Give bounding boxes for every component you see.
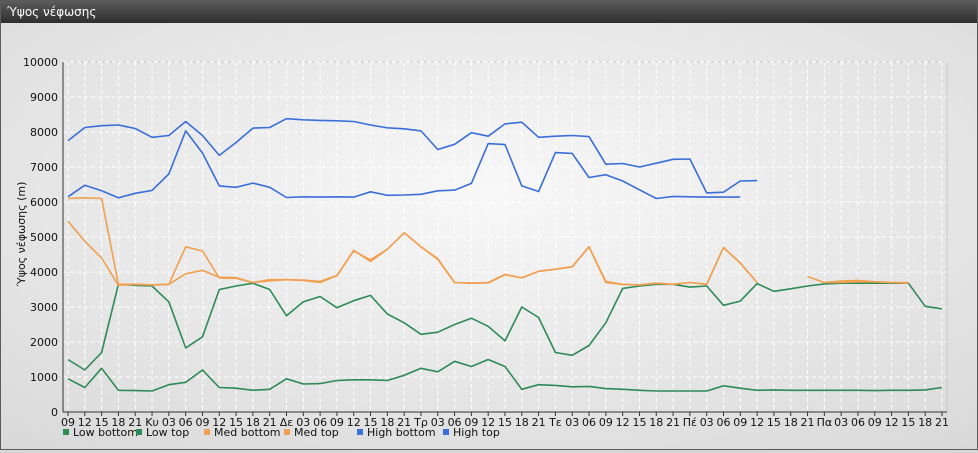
series-line-3	[67, 220, 909, 287]
x-tick-label: 15	[229, 416, 243, 429]
x-tick-label: 09	[868, 416, 882, 429]
x-tick-label: 15	[901, 416, 915, 429]
legend: Low bottom Low top Med bottom Med top High b…	[63, 426, 500, 439]
x-tick-label: 06	[851, 416, 865, 429]
y-tick-label: 5000	[30, 231, 58, 244]
x-tick-label: Πέ	[683, 416, 697, 429]
x-tick-label: 21	[666, 416, 680, 429]
x-tick-label: 09	[464, 416, 478, 429]
x-tick-label: 21	[397, 416, 411, 429]
x-tick-label: 06	[313, 416, 327, 429]
x-tick-label: 15	[767, 416, 781, 429]
x-tick-label: 21	[935, 416, 949, 429]
x-tick-label: 18	[784, 416, 798, 429]
x-tick-label: 15	[364, 416, 378, 429]
cloud-height-chart: 0 1000 2000 3000 4000 5000 6000 7000 8000 9000 100…	[1, 23, 977, 449]
series-lines	[67, 117, 943, 392]
x-tick-label: 06	[448, 416, 462, 429]
legend-label: Low bottom	[73, 426, 138, 439]
y-tick-label: 7000	[30, 161, 58, 174]
x-tick-label: Τε	[548, 416, 562, 429]
legend-label: High bottom	[367, 426, 436, 439]
x-tick-label: Δε	[280, 416, 294, 429]
window-title-bar: Ύψος νέφωσης	[1, 1, 977, 23]
x-tick-label: 12	[212, 416, 226, 429]
x-tick-label: 06	[179, 416, 193, 429]
x-tick-label: 18	[918, 416, 932, 429]
x-tick-label: 12	[481, 416, 495, 429]
x-tick-label: 06	[582, 416, 596, 429]
legend-label: High top	[453, 426, 500, 439]
x-tick-label: 09	[330, 416, 344, 429]
legend-swatch	[284, 429, 290, 435]
y-axis-label: Ύψος νέφωσης (m)	[15, 182, 28, 288]
x-tick-label: 21	[128, 416, 142, 429]
y-tick-label: 0	[51, 406, 58, 419]
x-tick-label: 21	[263, 416, 277, 429]
legend-label: Low top	[146, 426, 189, 439]
x-tick-label: Τρ	[413, 416, 428, 429]
series-line-5	[67, 117, 758, 194]
y-tick-label: 2000	[30, 336, 58, 349]
x-tick-label: 15	[498, 416, 512, 429]
series-line-4	[67, 130, 741, 200]
x-tick-label: 12	[616, 416, 630, 429]
x-tick-label: 12	[885, 416, 899, 429]
x-tick-label: 21	[801, 416, 815, 429]
axes: 0 1000 2000 3000 4000 5000 6000 7000 8000 9000 100…	[23, 56, 949, 429]
x-tick-label: 18	[246, 416, 260, 429]
x-tick-label: 09	[61, 416, 75, 429]
legend-swatch	[204, 429, 210, 435]
x-tick-label: 18	[515, 416, 529, 429]
x-tick-label: 12	[347, 416, 361, 429]
x-tick-label: 12	[78, 416, 92, 429]
y-tick-label: 6000	[30, 196, 58, 209]
x-tick-label: 03	[834, 416, 848, 429]
x-tick-label: 03	[296, 416, 310, 429]
x-tick-label: 09	[733, 416, 747, 429]
series-line-0	[67, 358, 943, 392]
x-tick-label: 18	[111, 416, 125, 429]
x-tick-label: 03	[431, 416, 445, 429]
legend-label: Med bottom	[214, 426, 281, 439]
series-line-1	[67, 282, 943, 371]
y-tick-label: 4000	[30, 266, 58, 279]
window-title: Ύψος νέφωσης	[7, 5, 97, 19]
legend-swatch	[357, 429, 363, 435]
x-tick-label: 15	[632, 416, 646, 429]
legend-swatch	[136, 429, 142, 435]
legend-label: Med top	[294, 426, 339, 439]
y-tick-label: 3000	[30, 301, 58, 314]
y-tick-label: 10000	[23, 56, 58, 69]
legend-swatch	[63, 429, 69, 435]
grid-lines	[62, 61, 948, 413]
legend-swatch	[443, 429, 449, 435]
chart-background	[1, 23, 977, 449]
chart-panel: 0 1000 2000 3000 4000 5000 6000 7000 8000 9000 100…	[1, 23, 977, 449]
x-tick-label: Κυ	[145, 416, 159, 429]
x-tick-label: 06	[717, 416, 731, 429]
x-tick-label: 18	[380, 416, 394, 429]
x-tick-label: 09	[195, 416, 209, 429]
x-tick-label: Πα	[817, 416, 833, 429]
x-tick-label: 18	[649, 416, 663, 429]
y-tick-label: 9000	[30, 91, 58, 104]
x-tick-label: 12	[750, 416, 764, 429]
x-tick-label: 09	[599, 416, 613, 429]
x-tick-label: 03	[700, 416, 714, 429]
y-tick-label: 1000	[30, 371, 58, 384]
y-tick-label: 8000	[30, 126, 58, 139]
x-tick-label: 03	[565, 416, 579, 429]
x-tick-label: 21	[532, 416, 546, 429]
x-tick-label: 03	[162, 416, 176, 429]
x-tick-label: 15	[95, 416, 109, 429]
